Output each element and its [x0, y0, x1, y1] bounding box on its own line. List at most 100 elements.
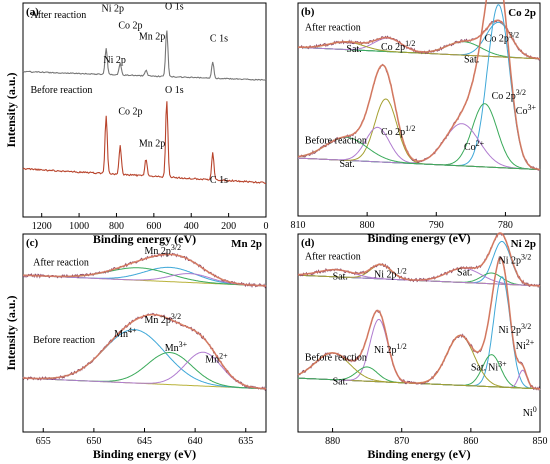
annotation-label: Sat.	[464, 55, 479, 66]
fit-envelope-line	[23, 313, 266, 390]
y-axis-title: Intensity (a.u.)	[4, 72, 18, 147]
annotation-label-main: After reaction	[33, 258, 89, 269]
x-tick-label: 800	[360, 220, 375, 231]
panel-label: (c)	[26, 237, 39, 249]
annotation-label: O 1s	[165, 85, 184, 96]
annotation-label-main: Ni 2p	[374, 270, 397, 281]
x-tick-label: 600	[146, 221, 161, 232]
component-peak	[22, 351, 266, 390]
annotation-label-main: Ni 2p	[499, 256, 522, 267]
annotation-label-main: Co 2p	[118, 21, 142, 32]
annotation-label: Before reaction	[305, 136, 367, 147]
panel-label: (b)	[301, 6, 315, 18]
panel-title: Co 2p	[508, 7, 536, 19]
annotation-label: Before reaction	[30, 85, 92, 96]
annotation-label: Ni 2p	[103, 55, 126, 66]
annotation-label-sub: 2+	[476, 139, 485, 148]
annotation-label-main: Ni 2p	[102, 4, 125, 15]
panel-label: (d)	[301, 237, 315, 249]
x-tick-label: 1200	[32, 221, 52, 232]
fit-envelope-line	[297, 0, 541, 171]
annotation-label: Mn 2p	[139, 31, 165, 42]
annotation-label: After reaction	[305, 252, 361, 263]
annotation-label: After reaction	[30, 10, 86, 21]
annotation-label: Co2+	[464, 139, 485, 153]
x-tick-label: 860	[463, 436, 478, 447]
annotation-label-main: Ni 2p	[374, 345, 397, 356]
x-ticks: 1200 1000 800 600 400 200 0	[32, 213, 269, 232]
annotation-label: Co 2p1/2	[381, 39, 415, 53]
annotation-label-sub: 4+	[128, 326, 137, 335]
series-1	[297, 256, 541, 391]
annotation-label: Co3+	[516, 103, 537, 117]
annotation-label: Co 2p3/2	[492, 88, 526, 102]
annotation-label-main: Co 2p	[381, 127, 405, 138]
plot-frame	[22, 2, 267, 218]
fit-envelope-line	[23, 253, 267, 287]
x-tick-label: 1000	[69, 221, 89, 232]
annotation-label: Co 2p1/2	[381, 124, 415, 138]
panel-2: 655 650 645 640 635 Binding energy (eV) Intens…	[4, 233, 267, 461]
annotation-label-sub: 3+	[527, 103, 536, 112]
x-tick-label: 655	[36, 436, 51, 447]
annotation-label-main: Mn	[114, 329, 128, 340]
annotation-label: Sat.	[333, 272, 348, 283]
survey-line-1	[22, 101, 267, 184]
series-1	[297, 0, 541, 171]
annotation-label: Ni 2p3/2	[499, 322, 532, 336]
x-ticks: 810 800 790 780	[291, 212, 513, 231]
x-tick-label: 640	[188, 436, 203, 447]
x-tick-label: 880	[325, 436, 340, 447]
annotation-label: Co 2p3/2	[485, 30, 519, 44]
annotation-label: Co 2p	[118, 21, 142, 32]
annotation-label: Sat.	[471, 363, 486, 374]
annotation-label: Ni 2p1/2	[374, 342, 407, 356]
annotation-label-sub: 2+	[219, 352, 228, 361]
annotation-label: Sat.	[333, 376, 348, 387]
annotation-label-main: After reaction	[30, 10, 86, 21]
plot-frame	[297, 233, 541, 433]
x-tick-label: 400	[184, 221, 199, 232]
plot-frame	[297, 2, 541, 217]
annotation-label: O 1s	[165, 1, 184, 12]
annotation-label-main: Co 2p	[492, 91, 516, 102]
annotation-label: Sat.	[457, 268, 472, 279]
series-0	[22, 251, 267, 289]
annotation-label: Mn4+	[114, 326, 137, 340]
annotation-label-main: Before reaction	[30, 85, 92, 96]
annotation-label-main: Ni	[523, 408, 533, 419]
annotation-label-main: Co 2p	[381, 42, 405, 53]
annotation-label-main: Sat.	[464, 55, 479, 66]
annotation-label: Ni3+	[488, 360, 507, 374]
annotation-label-main: Mn	[165, 343, 179, 354]
annotation-label-sub: 3/2	[171, 243, 181, 252]
annotation-label: Mn 2p3/2	[145, 312, 182, 326]
annotation-label: Sat.	[339, 159, 354, 170]
annotation-label-sub: 3/2	[521, 322, 531, 331]
annotation-label-main: O 1s	[165, 1, 184, 12]
component-peak	[298, 98, 541, 171]
annotation-label-main: Mn 2p	[145, 315, 171, 326]
annotation-label-main: Ni 2p	[103, 55, 126, 66]
x-tick-label: 850	[533, 436, 548, 447]
annotation-label: C 1s	[210, 175, 228, 186]
annotation-label-sub: 3+	[498, 360, 507, 369]
panel-0: 1200 1000 800 600 400 200 0 Binding energy (eV)…	[4, 1, 269, 246]
panel-title: Ni 2p	[511, 238, 536, 250]
annotation-label-sub: 1/2	[405, 124, 415, 133]
panel-3: 880 870 860 850 Binding energy (eV) (d) Ni 2p A…	[297, 232, 548, 461]
annotation-label: Mn 2p3/2	[145, 243, 182, 257]
x-tick-label: 800	[109, 221, 124, 232]
annotation-label: After reaction	[33, 258, 89, 269]
annotation-label: Mn2+	[205, 352, 228, 366]
annotation-label-sub: 3/2	[516, 88, 526, 97]
survey-line-0	[22, 30, 267, 81]
y-axis-title: Intensity (a.u.)	[4, 295, 18, 370]
annotation-label-main: Co	[516, 106, 528, 117]
annotation-label-sub: 2+	[526, 338, 535, 347]
annotation-label-main: Co 2p	[485, 33, 509, 44]
